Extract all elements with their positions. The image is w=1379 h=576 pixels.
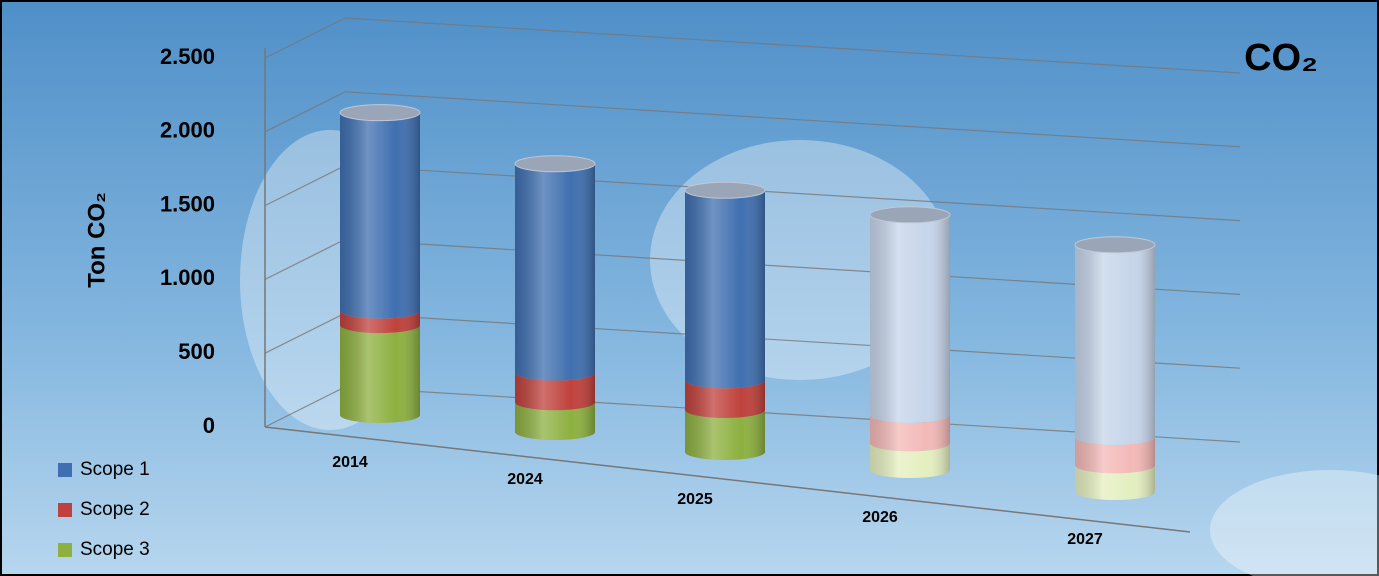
x-axis — [264, 426, 1191, 533]
bar-cap — [339, 104, 421, 122]
bar-shading — [340, 325, 420, 423]
bar-shading — [340, 112, 420, 319]
bar-shading — [515, 163, 595, 381]
legend-swatch — [58, 503, 72, 517]
bar-shading — [685, 409, 765, 460]
bar-cap — [514, 155, 596, 173]
y-tick-label: 2.000 — [160, 118, 215, 143]
bar-shading — [515, 372, 595, 411]
legend-swatch — [58, 543, 72, 557]
y-axis-label: Ton CO₂ — [83, 192, 110, 288]
bar-shading — [1075, 244, 1155, 445]
bar-cap — [1074, 236, 1156, 254]
bar-shading — [870, 443, 950, 478]
bar-shading — [340, 310, 420, 334]
chart-title: CO₂ — [1244, 37, 1318, 79]
x-tick-label: 2024 — [507, 471, 543, 488]
x-tick-label: 2026 — [862, 509, 898, 526]
y-tick-label: 500 — [178, 339, 215, 364]
legend-label: Scope 3 — [80, 539, 150, 560]
x-tick-label: 2014 — [332, 454, 368, 471]
y-tick-label: 2.500 — [160, 44, 215, 69]
bar-shading — [515, 402, 595, 440]
grid-line — [264, 17, 1241, 74]
legend-swatch — [58, 463, 72, 477]
bar-shading — [1075, 465, 1155, 500]
bar-shading — [685, 380, 765, 418]
y-tick-label: 1.500 — [160, 191, 215, 216]
legend-label: Scope 1 — [80, 459, 150, 480]
bar-shading — [1075, 436, 1155, 474]
grid-line — [264, 91, 1241, 148]
x-tick-label: 2025 — [677, 491, 713, 508]
bar-cap — [869, 206, 951, 224]
bar-shading — [870, 214, 950, 423]
bar-shading — [685, 190, 765, 389]
bar-cap — [684, 181, 766, 199]
legend-label: Scope 2 — [80, 499, 150, 520]
y-tick-label: 1.000 — [160, 265, 215, 290]
x-tick-label: 2027 — [1067, 531, 1103, 548]
y-tick-label: 0 — [203, 413, 215, 438]
bar-shading — [870, 414, 950, 452]
